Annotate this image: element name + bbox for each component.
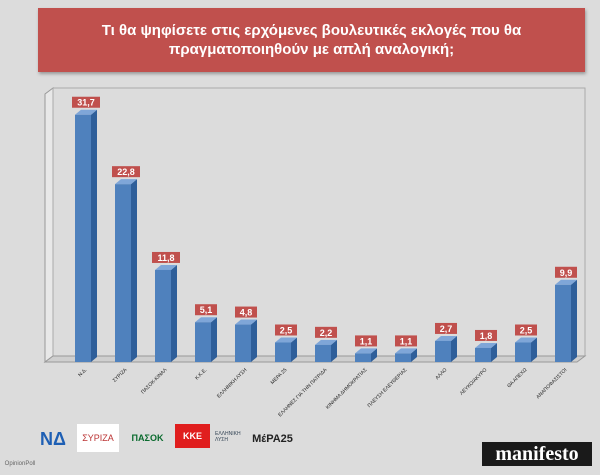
data-label-bg	[235, 306, 257, 318]
data-label-bg	[195, 304, 217, 316]
bar-side	[331, 339, 337, 362]
data-label: 22,8	[117, 167, 135, 177]
data-label-bg	[152, 251, 180, 263]
data-label: 2,5	[280, 326, 293, 336]
data-label-bg	[355, 335, 377, 347]
bar-side	[211, 317, 217, 362]
side-wall	[44, 87, 54, 363]
data-label-bg	[475, 329, 497, 341]
data-label: 31,7	[77, 98, 95, 108]
bar-side	[571, 279, 577, 362]
data-label: 1,1	[360, 336, 373, 346]
pasok-logo: ΠΑΣΟΚ	[131, 433, 164, 443]
bar-top	[235, 319, 257, 325]
data-label-bg	[515, 324, 537, 336]
data-label: 1,8	[480, 331, 493, 341]
bar-side	[291, 337, 297, 362]
bar-top	[155, 264, 177, 270]
bar-side	[371, 348, 377, 362]
mera25-logo: ΜέΡΑ25	[252, 433, 293, 445]
opinion-poll-logo: OpinionPoll	[4, 461, 36, 467]
bar-top	[195, 317, 217, 323]
data-label: 11,8	[157, 253, 174, 263]
bar-top	[555, 279, 577, 285]
x-tick-label: ΚΙΝΗΜΑ ΔΗΜΟΚΡΑΤΙΑΣ	[325, 367, 368, 410]
x-tick-label: Ν.Δ.	[77, 367, 88, 378]
bar-top	[395, 348, 417, 354]
kke-logo: ΚΚΕ	[175, 424, 210, 448]
bar-top	[275, 337, 297, 343]
bar-side	[411, 348, 417, 362]
x-tick-label: ΛΕΥΚΟ/ΑΚΥΡΟ	[459, 367, 489, 397]
bar-top	[115, 179, 137, 185]
data-label-bg	[315, 326, 337, 338]
bar-side	[491, 342, 497, 362]
bar-top	[75, 109, 97, 115]
data-label-bg	[555, 266, 577, 278]
bar	[515, 342, 531, 362]
bar-top	[475, 342, 497, 348]
bar-side	[131, 179, 137, 362]
bar-side	[91, 109, 97, 363]
bar	[435, 340, 451, 362]
data-label-bg	[275, 324, 297, 336]
data-label-bg	[72, 96, 100, 108]
bar	[395, 353, 411, 362]
x-tick-label: Κ.Κ.Ε.	[194, 367, 208, 381]
bar-top	[315, 339, 337, 345]
bar-top	[355, 348, 377, 354]
bar	[475, 347, 491, 362]
bar	[555, 284, 571, 362]
back-wall	[52, 87, 586, 357]
bar	[115, 184, 131, 362]
bar-side	[251, 319, 257, 362]
x-tick-label: ΑΛΛΟ	[434, 367, 448, 381]
x-tick-label: ΘΑ ΑΠΕΧΩ	[506, 367, 528, 389]
x-tick-label: ΜΕΡΑ 25	[270, 367, 289, 386]
bar	[75, 114, 91, 363]
elliniki-lysi-logo: ΕΛΛΗΝΙΚΗ ΛΥΣΗ	[215, 431, 241, 443]
x-tick-label: ΑΝΑΠΟΦΑΣΙΣΤΟΙ	[535, 367, 568, 400]
bar	[195, 322, 211, 362]
data-label: 5,1	[200, 305, 213, 315]
bar-top	[515, 337, 537, 343]
bar	[275, 342, 291, 362]
chart-title: Τι θα ψηφίσετε στις ερχόμενες βουλευτικέ…	[38, 8, 585, 72]
data-label: 1,1	[400, 336, 413, 346]
data-label: 2,2	[320, 328, 333, 338]
x-tick-label: ΣΥΡΙΖΑ	[112, 367, 129, 384]
data-label: 4,8	[240, 308, 253, 318]
bar	[355, 353, 371, 362]
x-tick-label: ΕΛΛΗΝΙΚΗ ΛΥΣΗ	[216, 367, 249, 400]
manifesto-logo: manifesto	[482, 442, 592, 466]
bar	[235, 324, 251, 362]
bar	[155, 269, 171, 362]
data-label-bg	[112, 166, 140, 178]
data-label: 2,7	[440, 324, 453, 334]
data-label: 2,5	[520, 326, 533, 336]
bar-side	[451, 335, 457, 362]
x-tick-label: ΠΑΣΟΚ-ΚΙΝΑΛ	[140, 367, 169, 396]
data-label-bg	[395, 335, 417, 347]
syriza-logo: ΣΥΡΙΖΑ	[77, 424, 119, 452]
bar-top	[435, 335, 457, 341]
bar	[315, 344, 331, 362]
bar-side	[171, 264, 177, 362]
data-label: 9,9	[560, 268, 573, 278]
x-tick-label: ΠΛΕΥΣΗ ΕΛΕΥΘΕΡΙΑΣ	[367, 367, 409, 409]
nd-logo: ΝΔ	[40, 428, 66, 449]
bar-side	[531, 337, 537, 362]
data-label-bg	[435, 322, 457, 334]
